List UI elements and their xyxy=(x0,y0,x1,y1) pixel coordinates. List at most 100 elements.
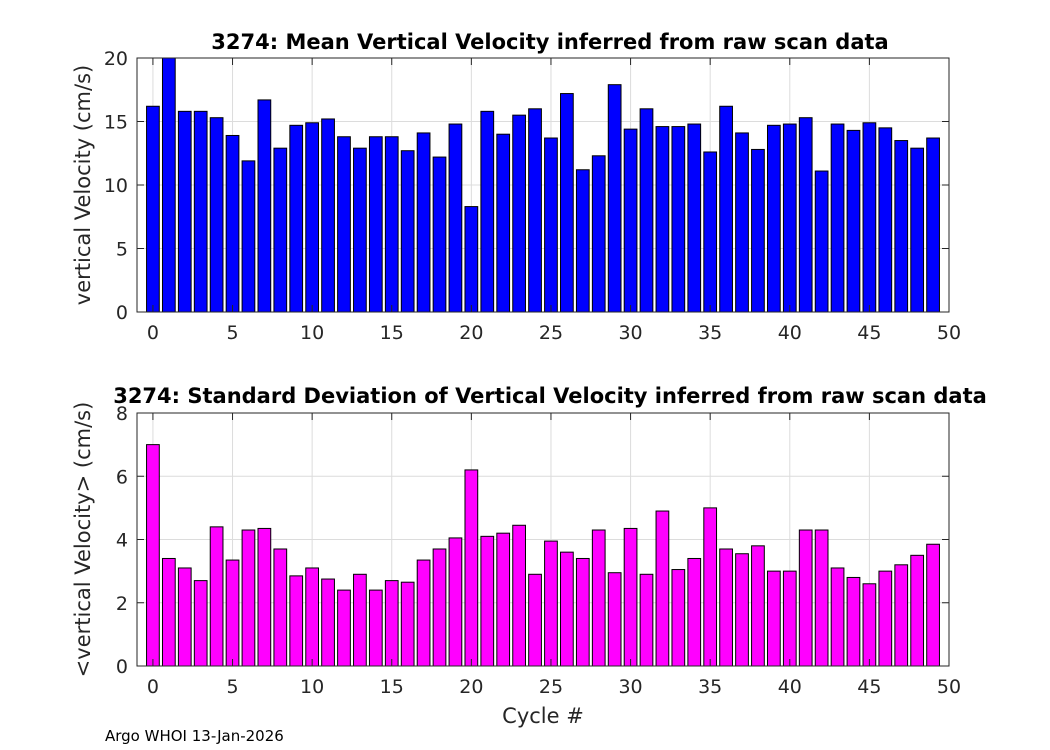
footer-credit: Argo WHOI 13-Jan-2026 xyxy=(105,727,284,745)
bar xyxy=(353,573,367,667)
bar xyxy=(560,551,574,667)
bar xyxy=(591,529,606,667)
bar xyxy=(623,128,638,313)
bar xyxy=(671,569,686,667)
bar xyxy=(719,105,733,313)
bar xyxy=(448,537,463,667)
bar xyxy=(560,93,574,313)
bar xyxy=(321,578,335,667)
bar xyxy=(591,155,606,313)
x-tick-label: 45 xyxy=(857,322,881,344)
y-tick-label: 4 xyxy=(116,530,128,552)
y-tick-label: 15 xyxy=(104,112,128,134)
y-tick-label: 6 xyxy=(116,466,128,488)
x-tick-label: 15 xyxy=(380,322,404,344)
y-tick-label: 10 xyxy=(104,175,128,197)
x-tick-label: 5 xyxy=(226,322,238,344)
bar xyxy=(177,567,192,667)
bar xyxy=(146,105,160,313)
bar xyxy=(400,581,415,667)
y-tick-label: 0 xyxy=(116,302,128,324)
bar xyxy=(798,117,813,313)
x-tick-label: 30 xyxy=(618,322,642,344)
bar xyxy=(830,567,845,667)
bar xyxy=(289,124,304,313)
bar xyxy=(384,136,399,313)
x-tick-label: 10 xyxy=(300,322,324,344)
bar xyxy=(528,108,542,313)
x-tick-label: 35 xyxy=(698,676,722,698)
bar xyxy=(703,507,718,667)
bar xyxy=(241,529,256,667)
bar xyxy=(926,543,940,667)
bar xyxy=(782,570,797,667)
bar xyxy=(337,589,351,667)
bar xyxy=(321,118,335,313)
bar xyxy=(368,589,383,667)
x-tick-label: 45 xyxy=(857,676,881,698)
bar xyxy=(416,559,431,667)
bar xyxy=(544,137,558,313)
bar xyxy=(305,122,320,313)
bar xyxy=(751,148,765,313)
bar xyxy=(528,573,542,667)
bar xyxy=(894,564,909,667)
bar xyxy=(161,57,176,313)
x-tick-label: 15 xyxy=(380,676,404,698)
y-tick-label: 0 xyxy=(116,656,128,678)
x-tick-label: 40 xyxy=(778,322,802,344)
bar xyxy=(400,150,415,313)
x-axis-label: Cycle # xyxy=(502,704,584,728)
bar xyxy=(464,469,479,667)
bar xyxy=(719,548,733,667)
bar xyxy=(432,156,447,313)
bar xyxy=(448,123,463,313)
y-tick-label: 5 xyxy=(116,239,128,261)
bar xyxy=(432,548,447,667)
y-tick-label: 8 xyxy=(116,403,128,425)
bar xyxy=(575,169,590,313)
bar xyxy=(273,147,288,313)
bar xyxy=(846,576,861,667)
bar xyxy=(798,529,813,667)
bar xyxy=(623,527,638,667)
bar xyxy=(894,140,909,313)
bar xyxy=(878,127,893,313)
bar xyxy=(496,133,511,313)
bar xyxy=(512,524,526,667)
bar xyxy=(655,510,670,667)
bar xyxy=(209,526,224,667)
bar xyxy=(607,572,622,667)
bar xyxy=(305,567,320,667)
y-axis-label: vertical Velocity (cm/s) xyxy=(71,65,95,305)
bar xyxy=(926,137,940,313)
bar xyxy=(862,122,877,313)
bar xyxy=(910,554,925,667)
x-tick-label: 0 xyxy=(147,322,159,344)
x-tick-label: 35 xyxy=(698,322,722,344)
bar xyxy=(544,540,558,667)
bar xyxy=(687,557,702,667)
bar xyxy=(671,126,686,313)
bar xyxy=(480,110,495,313)
y-axis-label: <vertical Velocity> (cm/s) xyxy=(71,402,95,678)
y-tick-label: 2 xyxy=(116,593,128,615)
x-tick-label: 10 xyxy=(300,676,324,698)
bar xyxy=(353,147,367,313)
bar xyxy=(878,570,893,667)
bar xyxy=(464,206,479,313)
chart-title: 3274: Mean Vertical Velocity inferred fr… xyxy=(211,30,888,54)
bar xyxy=(209,117,224,313)
bar xyxy=(193,580,208,667)
x-tick-label: 20 xyxy=(459,676,483,698)
bar xyxy=(241,160,256,313)
bar xyxy=(639,108,654,313)
bar xyxy=(225,134,240,313)
bar xyxy=(225,559,240,667)
bar xyxy=(862,583,877,667)
x-tick-label: 0 xyxy=(147,676,159,698)
y-tick-label: 20 xyxy=(104,48,128,70)
bar xyxy=(735,132,749,313)
bar xyxy=(480,535,495,667)
